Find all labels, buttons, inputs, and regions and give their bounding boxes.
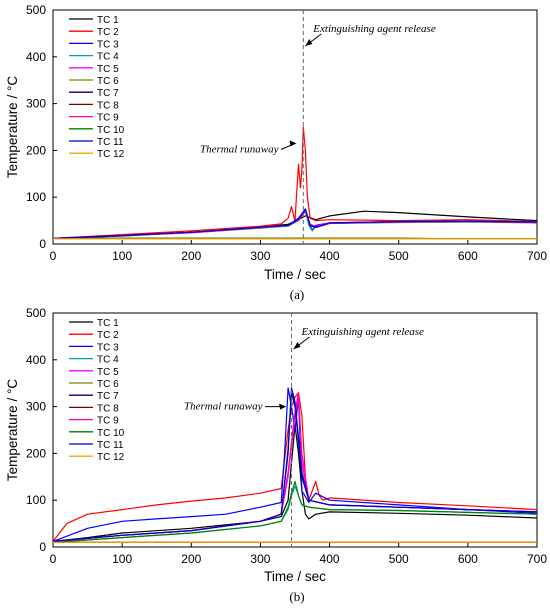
x-tick-label: 400	[320, 552, 340, 566]
release-arrowhead	[305, 39, 313, 46]
x-tick-label: 300	[250, 249, 270, 263]
y-tick-label: 200	[26, 446, 46, 460]
thermal-runaway-annotation: Thermal runaway	[200, 143, 279, 155]
legend-entry: TC 1	[97, 15, 119, 26]
series-line-tc-1	[52, 424, 538, 542]
y-tick-label: 300	[26, 97, 46, 111]
legend: TC 1TC 2TC 3TC 4TC 5TC 6TC 7TC 8TC 9TC 1…	[69, 15, 125, 160]
x-tick-label: 500	[389, 249, 409, 263]
chart-panel-b: 0 100 200 300 400 500 600 700 0 100 200 300 400 500 Ti…	[5, 306, 547, 604]
plot-frame	[52, 9, 538, 245]
x-tick-label: 300	[250, 552, 270, 566]
legend-entry: TC 3	[97, 342, 119, 353]
thermal-runaway-arrowhead	[289, 140, 297, 147]
legend-entry: TC 4	[97, 355, 119, 366]
x-tick-label: 700	[527, 249, 547, 263]
series-line-tc-2	[52, 392, 538, 542]
legend-entry: TC 5	[97, 64, 119, 75]
series-line-tc-9	[52, 392, 538, 542]
y-tick-label: 400	[26, 50, 46, 64]
legend-entry: TC 11	[97, 440, 124, 451]
y-tick-label: 100	[26, 190, 46, 204]
series-line-tc-11	[52, 208, 538, 239]
x-tick-label: 500	[389, 552, 409, 566]
legend-entry: TC 8	[97, 100, 119, 111]
x-axis-label: Time / sec	[264, 267, 326, 282]
legend-entry: TC 11	[97, 137, 124, 148]
x-tick-label: 0	[50, 552, 57, 566]
x-tick-label: 600	[458, 552, 478, 566]
legend-entry: TC 7	[97, 88, 119, 99]
series-line-tc-3	[52, 387, 538, 542]
chart-panel-a: 0 100 200 300 400 500 600 700 0 100 200 300 400 500 Ti…	[5, 3, 547, 302]
y-tick-label: 500	[26, 306, 46, 320]
x-tick-label: 200	[181, 552, 201, 566]
y-tick-label: 100	[26, 493, 46, 507]
x-tick-label: 200	[181, 249, 201, 263]
legend-entry: TC 9	[97, 416, 119, 427]
plot-frame	[52, 312, 538, 548]
x-tick-label: 100	[112, 552, 132, 566]
legend-entry: TC 12	[97, 452, 125, 463]
x-axis-label: Time / sec	[264, 569, 326, 584]
legend-entry: TC 12	[97, 149, 125, 160]
series-line-tc-11	[52, 387, 538, 542]
panel-caption: (b)	[289, 589, 304, 604]
series-line-tc-10	[52, 480, 538, 543]
x-tick-label: 0	[50, 249, 57, 263]
legend-entry: TC 1	[97, 318, 119, 329]
legend-entry: TC 2	[97, 27, 119, 38]
series-line-tc-5	[52, 396, 538, 542]
y-tick-label: 200	[26, 143, 46, 157]
panel-caption: (a)	[290, 287, 304, 302]
thermal-runaway-arrowhead	[279, 403, 287, 410]
legend-entry: TC 3	[97, 39, 119, 50]
release-annotation: Extinguishing agent release	[312, 23, 436, 35]
y-tick-label: 500	[26, 3, 46, 17]
legend-entry: TC 6	[97, 76, 119, 87]
y-axis-label: Temperature / °C	[5, 379, 20, 481]
thermal-runaway-annotation: Thermal runaway	[184, 401, 263, 413]
release-annotation: Extinguishing agent release	[301, 326, 425, 338]
legend-entry: TC 8	[97, 403, 119, 414]
y-axis-label: Temperature / °C	[5, 76, 20, 178]
x-tick-label: 100	[112, 249, 132, 263]
series-line-tc-2	[52, 126, 538, 239]
x-tick-label: 400	[320, 249, 340, 263]
y-tick-label: 400	[26, 353, 46, 367]
legend: TC 1TC 2TC 3TC 4TC 5TC 6TC 7TC 8TC 9TC 1…	[69, 318, 125, 463]
series-line-tc-4	[52, 485, 538, 543]
y-tick-label: 0	[39, 237, 46, 251]
legend-entry: TC 10	[97, 125, 125, 136]
y-tick-label: 0	[39, 540, 46, 554]
legend-entry: TC 9	[97, 113, 119, 124]
x-tick-label: 700	[527, 552, 547, 566]
legend-entry: TC 6	[97, 379, 119, 390]
y-tick-label: 300	[26, 400, 46, 414]
release-arrowhead	[293, 342, 301, 349]
legend-entry: TC 4	[97, 52, 119, 63]
legend-entry: TC 2	[97, 330, 119, 341]
legend-entry: TC 7	[97, 391, 119, 402]
legend-entry: TC 5	[97, 367, 119, 378]
legend-entry: TC 10	[97, 428, 125, 439]
x-tick-label: 600	[458, 249, 478, 263]
